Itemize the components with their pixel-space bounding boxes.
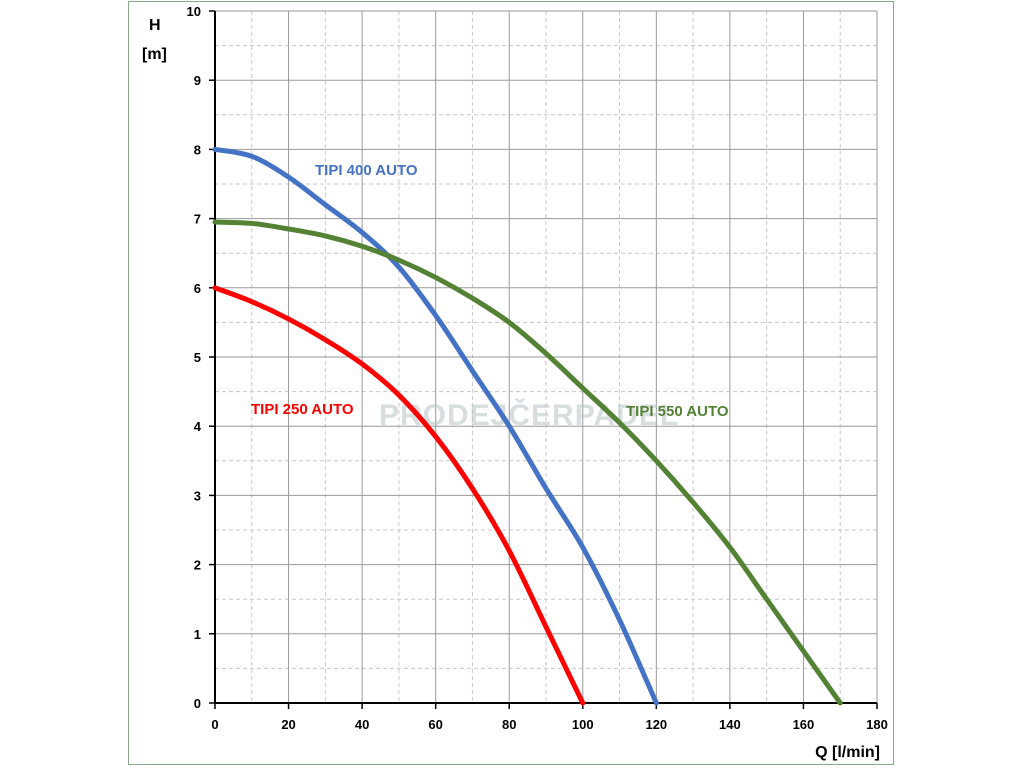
y-tick-label: 9 [194,73,201,88]
y-tick-label: 0 [194,696,201,711]
x-tick-label: 60 [428,717,442,732]
pump-curve-chart: PRODEJČERPADEL 0 20 40 60 80 100 120 140 160 180 … [142,4,888,761]
y-axis-label-line1: H [149,17,161,34]
x-tick-label: 0 [211,717,218,732]
y-tick-label: 2 [194,558,201,573]
y-tick-label: 6 [194,281,201,296]
y-tick-label: 1 [194,627,201,642]
axes [209,10,878,709]
x-tick-labels: 0 20 40 60 80 100 120 140 160 180 [211,717,887,732]
y-tick-label: 8 [194,142,201,157]
x-tick-label: 40 [355,717,369,732]
series-line-tipi-400-auto [212,146,659,706]
series-label-tipi-400: TIPI 400 AUTO [315,162,418,179]
x-tick-label: 80 [502,717,516,732]
major-gridlines [215,10,878,703]
x-tick-label: 140 [719,717,741,732]
y-tick-label: 10 [187,4,201,19]
series-line-tipi-250-auto [212,285,586,706]
y-tick-label: 4 [194,419,202,434]
x-tick-label: 20 [281,717,295,732]
chart-frame: PRODEJČERPADEL 0 20 40 60 80 100 120 140 160 180 … [128,1,894,765]
y-tick-label: 7 [194,212,201,227]
x-tick-label: 160 [793,717,815,732]
series-line-tipi-550-auto [212,219,843,706]
x-tick-label: 120 [645,717,667,732]
series-lines [212,146,843,706]
y-tick-labels: 0 1 2 3 4 5 6 7 8 9 10 [187,4,202,711]
series-label-tipi-550: TIPI 550 AUTO [626,403,729,420]
x-axis-label: Q [l/min] [815,744,880,761]
y-tick-label: 5 [194,350,201,365]
series-label-tipi-250: TIPI 250 AUTO [251,401,354,418]
x-tick-label: 180 [866,717,888,732]
y-axis-label-line2: [m] [142,46,167,63]
y-tick-label: 3 [194,488,201,503]
x-tick-label: 100 [572,717,594,732]
